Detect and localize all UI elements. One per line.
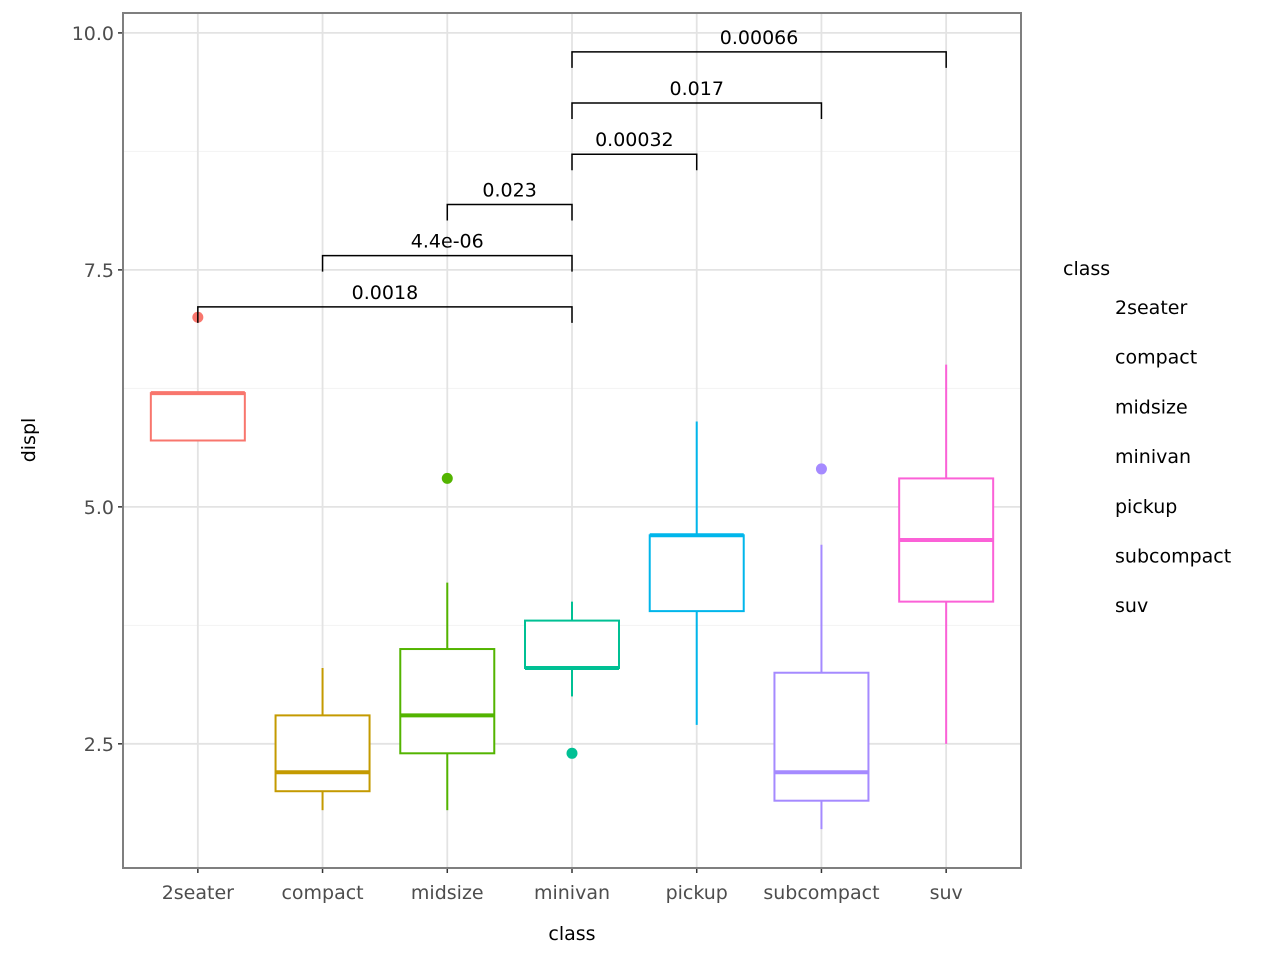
significance-bracket: 0.00066 — [571, 27, 947, 68]
significance-bracket: 4.4e-06 — [321, 231, 573, 272]
outlier-point — [566, 747, 578, 759]
y-tick-label: 7.5 — [84, 260, 114, 282]
box-subcompact — [773, 463, 870, 830]
plot-area: 0.0018 4.4e-06 0.023 0.00032 0.017 0.00066 — [149, 27, 995, 830]
box — [648, 534, 745, 613]
y-tick-label: 2.5 — [84, 734, 114, 756]
box — [773, 671, 870, 802]
y-axis-label: displ — [18, 418, 40, 463]
box — [524, 619, 620, 669]
legend-entry-compact: compact — [1115, 347, 1197, 369]
significance-bracket: 0.0018 — [197, 282, 573, 323]
p-value-label: 0.017 — [670, 78, 724, 100]
significance-bracket: 0.00032 — [571, 129, 698, 171]
p-value-label: 0.0018 — [352, 282, 418, 304]
bracket-line — [571, 102, 823, 120]
bracket-line — [571, 51, 947, 68]
x-tick-label: midsize — [411, 882, 484, 904]
y-tick-label: 5.0 — [84, 497, 114, 519]
x-tick-label: 2seater — [162, 882, 234, 904]
p-value-label: 0.023 — [482, 179, 536, 201]
box — [399, 648, 496, 755]
bracket-line — [571, 153, 698, 171]
box — [149, 392, 246, 442]
legend: class 2seater compact midsize minivan pickup… — [1063, 258, 1231, 617]
x-tick-label: compact — [281, 882, 363, 904]
box-compact — [274, 667, 371, 811]
box-pickup — [648, 421, 745, 725]
box — [274, 714, 371, 793]
bracket-line — [321, 254, 573, 272]
legend-entry-pickup: pickup — [1115, 496, 1177, 518]
outlier-point — [441, 472, 453, 484]
axes: 2.5 5.0 7.5 10.0 2seater compact midsize miniva… — [72, 12, 1022, 904]
box-midsize — [399, 472, 496, 811]
bracket-line — [197, 306, 573, 323]
legend-entry-2seater: 2seater — [1115, 297, 1187, 319]
x-tick-label: subcompact — [763, 882, 879, 904]
p-value-label: 4.4e-06 — [411, 231, 484, 253]
legend-entry-minivan: minivan — [1115, 446, 1191, 468]
significance-bracket: 0.017 — [571, 78, 823, 120]
panel-border — [122, 12, 1022, 869]
legend-entry-suv: suv — [1115, 595, 1148, 617]
legend-entry-subcompact: subcompact — [1115, 546, 1231, 568]
legend-entry-midsize: midsize — [1115, 396, 1188, 418]
x-tick-label: pickup — [666, 882, 728, 904]
x-tick-label: suv — [930, 882, 963, 904]
box-2seater — [149, 311, 246, 442]
p-value-label: 0.00032 — [595, 129, 674, 151]
y-tick-label: 10.0 — [72, 23, 114, 45]
bracket-line — [446, 203, 573, 221]
outlier-point — [815, 463, 827, 475]
significance-bracket: 0.023 — [446, 179, 573, 221]
box-suv — [898, 364, 995, 744]
x-axis-label: class — [548, 923, 595, 945]
box-minivan — [524, 601, 620, 759]
p-value-label: 0.00066 — [720, 27, 799, 49]
legend-title: class — [1063, 258, 1110, 280]
x-tick-label: minivan — [534, 882, 610, 904]
grid — [123, 13, 1021, 868]
